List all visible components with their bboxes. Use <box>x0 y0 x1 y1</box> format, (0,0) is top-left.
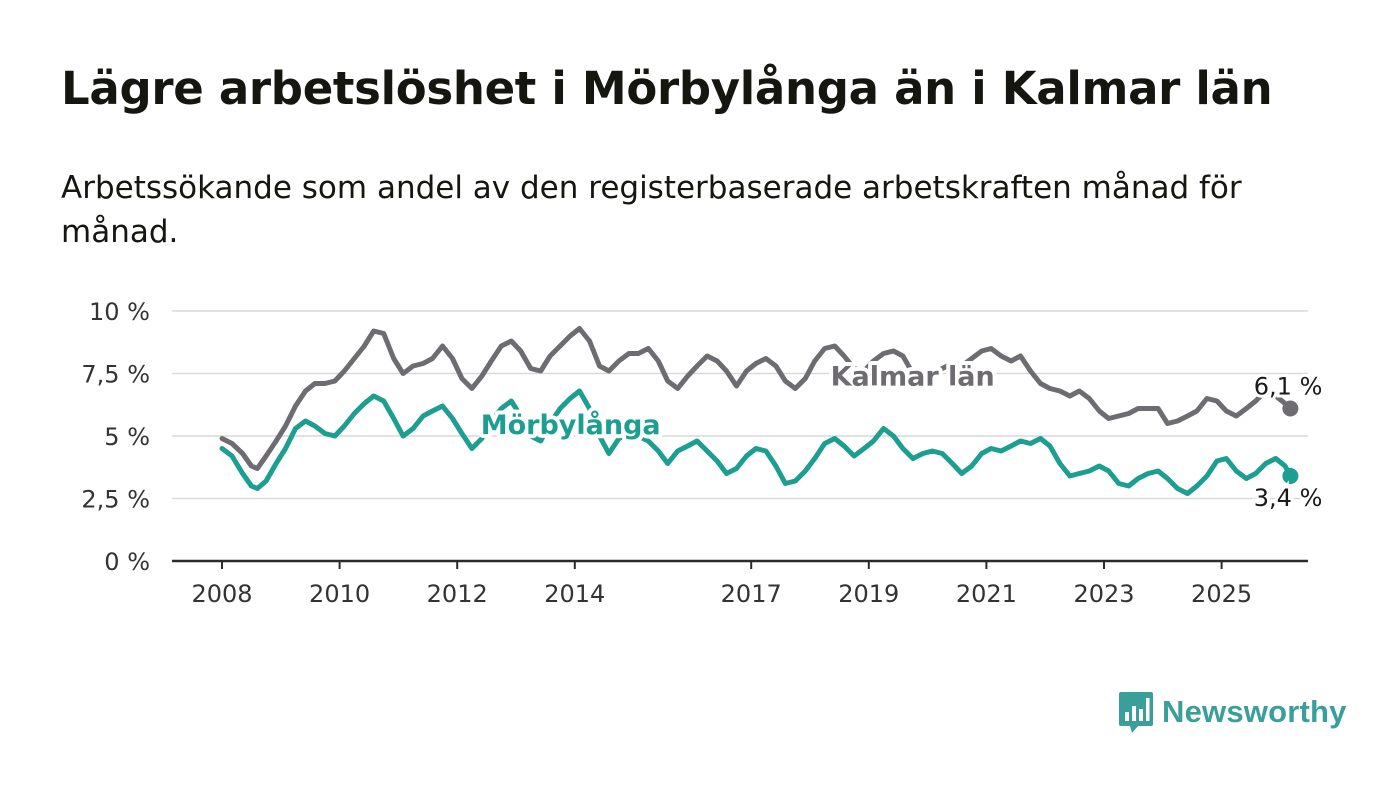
series-end-value-label: 6,1 % <box>1254 373 1323 401</box>
series-label: Kalmar län <box>831 362 995 393</box>
series-labels: Kalmar län 6,1 % Mörbylånga 3,4 % <box>477 358 1326 516</box>
y-tick-label: 0 % <box>104 548 150 576</box>
series-line-kalmar-län <box>219 326 1293 471</box>
x-tick-label: 2021 <box>956 580 1017 608</box>
line-chart: 0 % 2,5 % 5 % 7,5 % 10 % 2008 2010 2012 2014 201… <box>81 298 1326 608</box>
series-line-mörbylånga <box>219 388 1293 496</box>
x-tick-label: 2019 <box>838 580 899 608</box>
x-tick-label: 2023 <box>1073 580 1134 608</box>
gridlines <box>172 310 1308 563</box>
series-end-marker <box>1282 400 1299 417</box>
series-end-value-label: 3,4 % <box>1254 484 1323 512</box>
newsworthy-logo: Newsworthy <box>1118 690 1347 734</box>
series-lines <box>219 326 1299 496</box>
x-tick-label: 2012 <box>427 580 488 608</box>
chart-subtitle: Arbetssökande som andel av den registerb… <box>61 170 1242 250</box>
logo-text: Newsworthy <box>1162 694 1347 729</box>
y-tick-label: 7,5 % <box>81 361 150 389</box>
y-axis-ticks: 0 % 2,5 % 5 % 7,5 % 10 % <box>81 298 150 576</box>
x-tick-label: 2008 <box>191 580 252 608</box>
y-tick-label: 10 % <box>89 298 150 326</box>
y-tick-label: 2,5 % <box>81 486 150 514</box>
series-end-marker <box>1282 468 1299 484</box>
x-tick-label: 2017 <box>721 580 782 608</box>
series-label: Mörbylånga <box>481 409 661 441</box>
x-tick-label: 2010 <box>309 580 370 608</box>
chart-title: Lägre arbetslöshet i Mörbylånga än i Kal… <box>61 62 1273 115</box>
y-tick-label: 5 % <box>104 423 150 451</box>
x-tick-label: 2025 <box>1191 580 1252 608</box>
bar-chart-speech-bubble-icon <box>1119 692 1153 733</box>
x-tick-label: 2014 <box>544 580 605 608</box>
x-axis-ticks: 2008 2010 2012 2014 2017 2019 2021 2023 2025 <box>191 561 1252 608</box>
